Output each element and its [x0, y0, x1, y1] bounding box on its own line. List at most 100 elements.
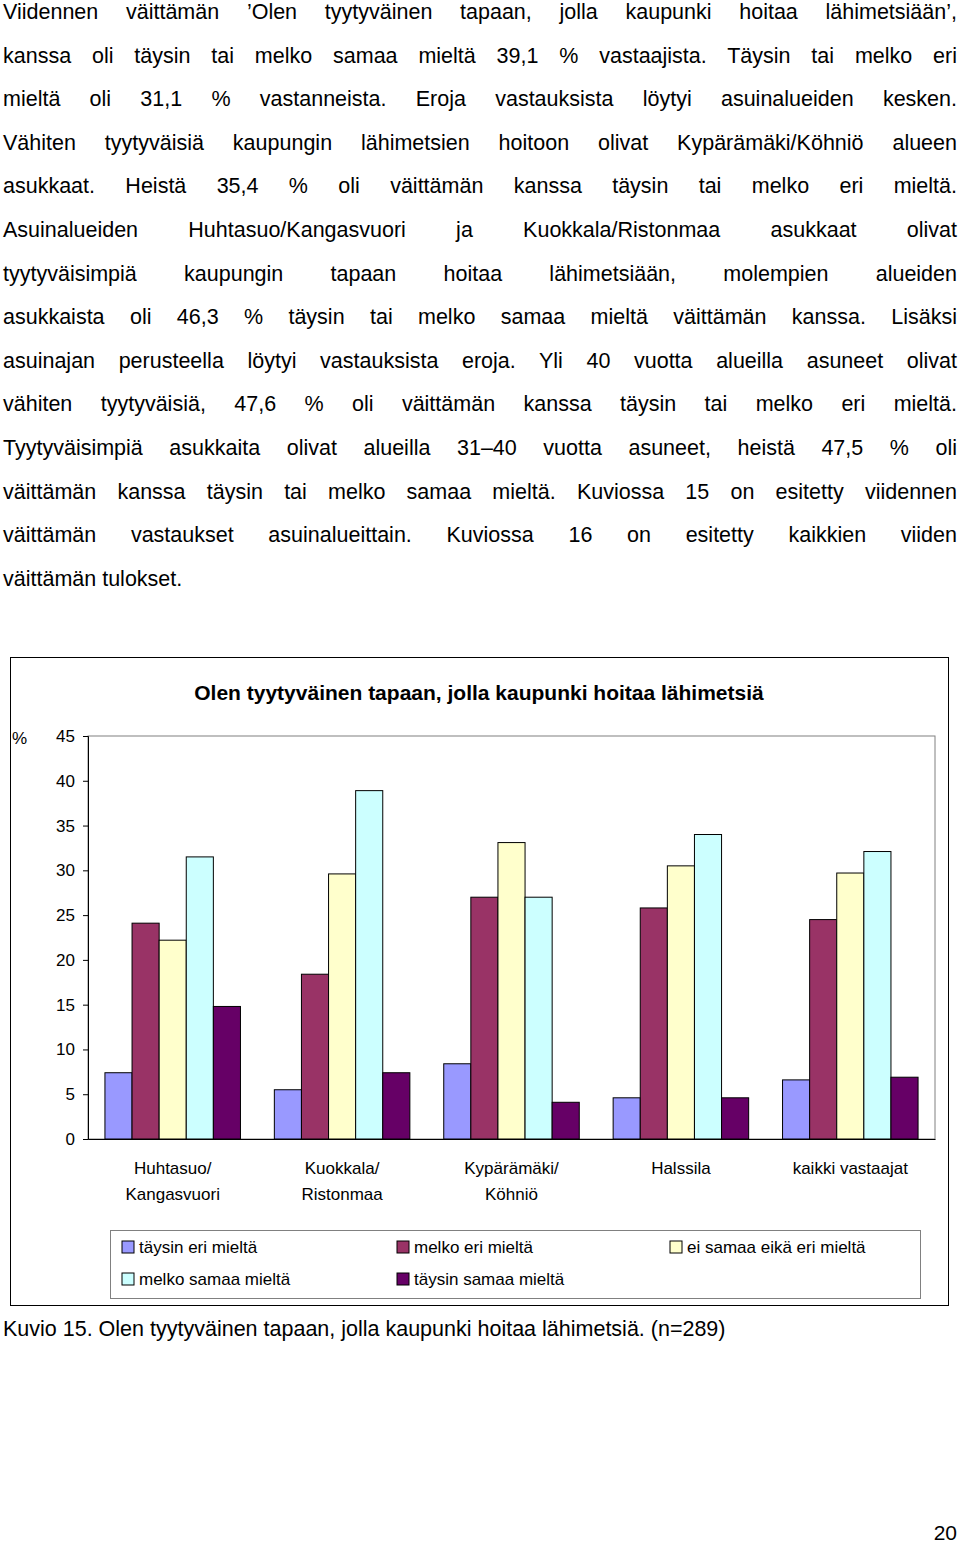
- x-tick-label-line: kaikki vastaajat: [793, 1159, 909, 1178]
- x-tick: Halssila: [651, 1159, 711, 1178]
- plot-frame: [88, 736, 935, 1139]
- bar-series: [186, 791, 891, 1139]
- paragraph-line: mieltä oli 31,1 % vastanneista. Eroja va…: [3, 86, 957, 112]
- y-tick-label: 5: [66, 1085, 75, 1104]
- bar: [783, 1080, 810, 1139]
- bar: [498, 843, 525, 1139]
- x-tick: Kuokkala/Ristonmaa: [301, 1159, 383, 1204]
- x-tick-label: Halssila: [651, 1159, 711, 1178]
- y-tick-label: 15: [56, 996, 75, 1015]
- y-tick: 25: [56, 906, 88, 925]
- legend-label: täysin samaa mieltä: [414, 1270, 565, 1289]
- y-tick-mark: [83, 960, 88, 961]
- bar: [132, 923, 159, 1139]
- y-tick-label: 10: [56, 1040, 75, 1059]
- page-svg: Olen tyytyväinen tapaan, jolla kaupunki …: [0, 0, 960, 1543]
- x-tick-label: Kuokkala/Ristonmaa: [301, 1159, 383, 1204]
- bar: [864, 852, 891, 1139]
- paragraph-line: asukkaista oli 46,3 % täysin tai melko s…: [3, 304, 957, 330]
- paragraph-line: kanssa oli täysin tai melko samaa mieltä…: [3, 43, 957, 69]
- x-tick-label: Huhtasuo/Kangasvuori: [125, 1159, 220, 1204]
- bar: [471, 897, 498, 1139]
- paragraph-line: väittämän vastaukset asuinalueittain. Ku…: [3, 522, 957, 548]
- y-axis-line: [83, 737, 89, 1140]
- bar: [640, 908, 667, 1139]
- y-axis: 0 5 10 15 20 25 30 35 40 45: [56, 727, 88, 1149]
- page-number: 20: [934, 1521, 957, 1543]
- x-tick-label-line: Halssila: [651, 1159, 711, 1178]
- bar: [105, 1073, 132, 1139]
- y-tick: 45: [56, 727, 88, 746]
- y-tick-label: 20: [56, 951, 75, 970]
- y-tick: 10: [56, 1040, 88, 1059]
- x-tick: Huhtasuo/Kangasvuori: [125, 1159, 220, 1204]
- bar: [613, 1098, 640, 1139]
- paragraph-line: Vähiten tyytyväisiä kaupungin lähimetsie…: [3, 130, 957, 156]
- legend-swatch: [122, 1273, 134, 1285]
- bar: [356, 791, 383, 1139]
- legend-label: melko samaa mieltä: [139, 1270, 291, 1289]
- bar: [694, 835, 721, 1139]
- x-axis-line: [89, 1139, 936, 1140]
- y-tick-label: 40: [56, 772, 75, 791]
- bar: [186, 857, 213, 1139]
- bar: [552, 1102, 579, 1139]
- x-tick: Kypärämäki/Köhniö: [464, 1159, 559, 1204]
- bars: [105, 791, 918, 1139]
- bar: [301, 974, 328, 1139]
- x-tick-label-line: Huhtasuo/: [134, 1159, 212, 1178]
- x-tick: kaikki vastaajat: [793, 1159, 909, 1178]
- y-tick: 35: [56, 816, 88, 835]
- y-tick-mark: [83, 826, 88, 827]
- legend-swatch: [670, 1241, 682, 1253]
- y-axis-label: %: [12, 729, 27, 748]
- y-tick-mark: [83, 736, 88, 737]
- y-tick-mark: [83, 1049, 88, 1050]
- bar: [274, 1090, 301, 1139]
- paragraph-line: Tyytyväisimpiä asukkaita olivat alueilla…: [3, 435, 957, 461]
- paragraph-line: Asuinalueiden Huhtasuo/Kangasvuori ja Ku…: [3, 217, 957, 243]
- legend-swatch: [397, 1241, 409, 1253]
- y-tick: 5: [66, 1085, 88, 1104]
- paragraph-line: vähiten tyytyväisiä, 47,6 % oli väittämä…: [3, 391, 957, 417]
- bar: [383, 1073, 410, 1139]
- paragraph-line: väittämän tulokset.: [3, 566, 957, 592]
- y-tick-label: 0: [66, 1130, 75, 1149]
- paragraph-line: asuinajan perusteella löytyi vastauksist…: [3, 348, 957, 374]
- y-tick-label: 35: [56, 816, 75, 835]
- bar: [159, 940, 186, 1139]
- x-axis: Huhtasuo/Kangasvuori Kuokkala/Ristonmaa Ky…: [89, 1140, 936, 1205]
- y-tick: 15: [56, 996, 88, 1015]
- y-tick-label: 45: [56, 727, 75, 746]
- y-tick-label: 25: [56, 906, 75, 925]
- y-tick-mark: [83, 1005, 88, 1006]
- x-tick-label-line: Kypärämäki/: [464, 1159, 559, 1178]
- bar: [525, 897, 552, 1139]
- y-tick-mark: [83, 1139, 88, 1140]
- y-tick-mark: [83, 915, 88, 916]
- y-tick: 40: [56, 772, 88, 791]
- y-tick-mark: [83, 1094, 88, 1095]
- legend: täysin eri mieltämelko eri mieltäei sama…: [111, 1231, 921, 1299]
- bar: [810, 920, 837, 1139]
- y-tick-label: 30: [56, 861, 75, 880]
- legend-swatch: [397, 1273, 409, 1285]
- caption: Kuvio 15. Olen tyytyväinen tapaan, jolla…: [3, 1317, 726, 1341]
- bar: [444, 1064, 471, 1139]
- legend-label: melko eri mieltä: [414, 1238, 534, 1257]
- x-tick-label-line: Kangasvuori: [125, 1185, 220, 1204]
- chart-frame: [11, 658, 949, 1306]
- legend-frame: [111, 1231, 921, 1299]
- x-tick-label: kaikki vastaajat: [793, 1159, 909, 1178]
- chart-title: Olen tyytyväinen tapaan, jolla kaupunki …: [194, 681, 764, 704]
- bar-series: [213, 1006, 918, 1139]
- paragraph-line: Viidennen väittämän ’Olen tyytyväinen ta…: [3, 0, 957, 25]
- y-tick: 0: [66, 1130, 88, 1149]
- bar: [667, 866, 694, 1139]
- bar: [213, 1006, 240, 1139]
- paragraph-line: asukkaat. Heistä 35,4 % oli väittämän ka…: [3, 173, 957, 199]
- y-tick-mark: [83, 870, 88, 871]
- bar: [891, 1077, 918, 1139]
- x-tick-label-line: Ristonmaa: [301, 1185, 383, 1204]
- legend-label: ei samaa eikä eri mieltä: [687, 1238, 866, 1257]
